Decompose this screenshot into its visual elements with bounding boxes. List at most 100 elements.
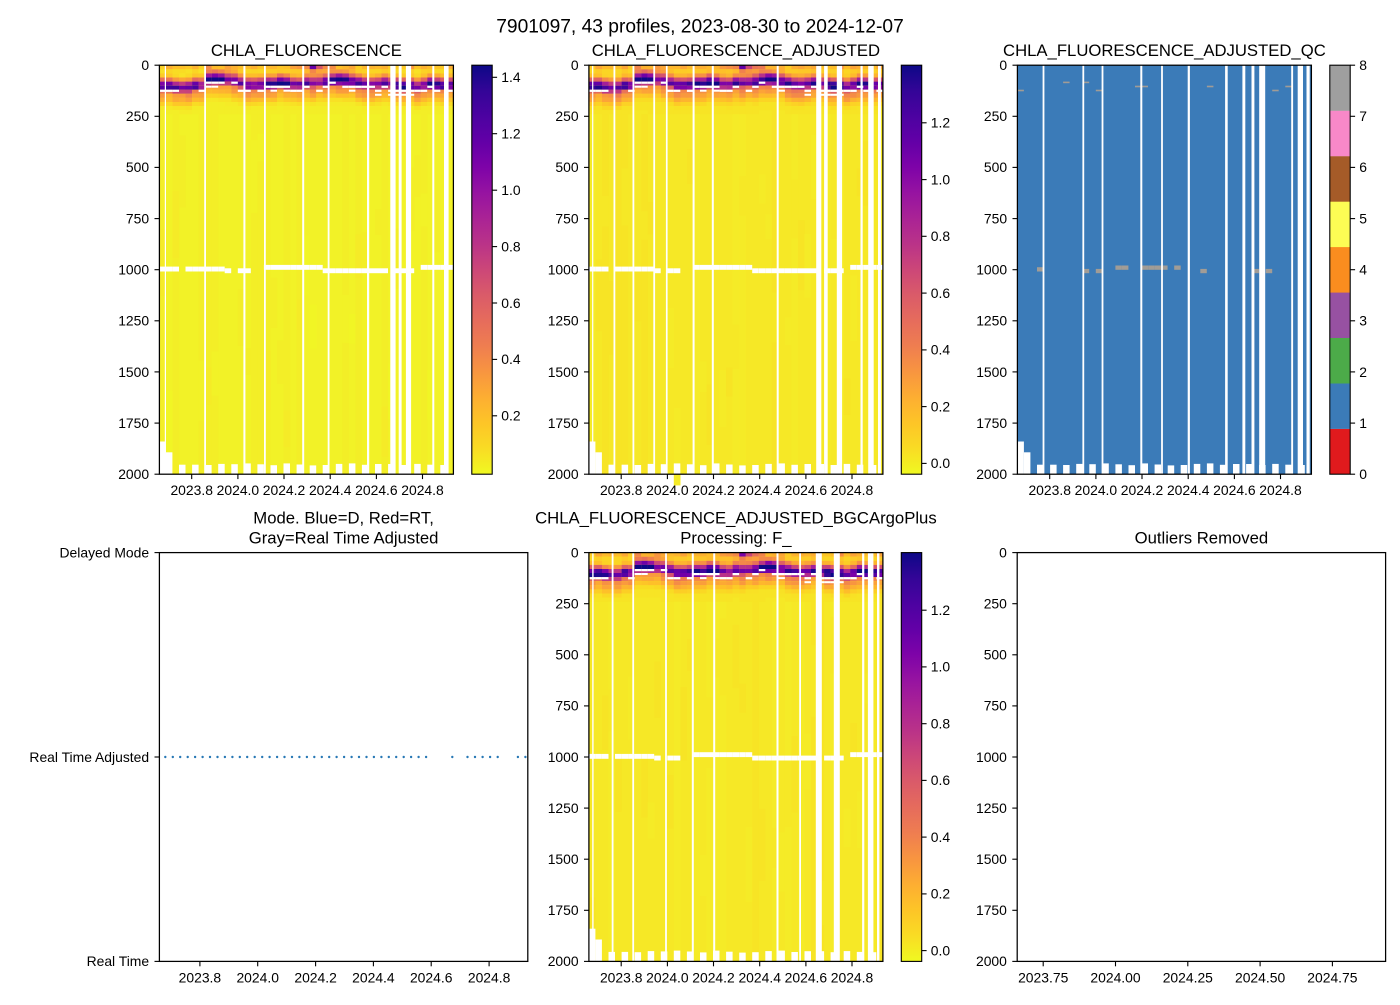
svg-text:2024.4: 2024.4 (1167, 482, 1210, 498)
svg-text:2: 2 (1359, 364, 1367, 380)
svg-text:0.4: 0.4 (501, 351, 521, 367)
svg-text:2023.8: 2023.8 (600, 969, 643, 985)
svg-text:2024.6: 2024.6 (785, 482, 828, 498)
svg-text:2024.8: 2024.8 (831, 482, 874, 498)
svg-text:1.0: 1.0 (931, 659, 951, 675)
svg-text:2024.6: 2024.6 (410, 969, 453, 985)
svg-text:1000: 1000 (976, 262, 1007, 278)
svg-text:2000: 2000 (548, 953, 579, 969)
svg-text:2000: 2000 (976, 953, 1007, 969)
svg-text:0.4: 0.4 (931, 829, 951, 845)
svg-text:1.2: 1.2 (501, 126, 521, 142)
svg-text:1250: 1250 (548, 313, 579, 329)
svg-text:2024.8: 2024.8 (401, 482, 444, 498)
svg-text:1750: 1750 (548, 415, 579, 431)
svg-text:1250: 1250 (976, 800, 1007, 816)
svg-text:2024.4: 2024.4 (309, 482, 352, 498)
svg-text:Processing: F_: Processing: F_ (680, 529, 792, 548)
svg-text:1.0: 1.0 (931, 171, 951, 187)
svg-text:0: 0 (999, 57, 1007, 73)
svg-text:1750: 1750 (976, 902, 1007, 918)
svg-text:2000: 2000 (548, 466, 579, 482)
svg-text:1000: 1000 (548, 262, 579, 278)
svg-text:500: 500 (984, 647, 1007, 663)
svg-text:1500: 1500 (548, 364, 579, 380)
svg-text:2023.8: 2023.8 (179, 969, 222, 985)
svg-text:2024.2: 2024.2 (294, 969, 337, 985)
svg-text:2024.2: 2024.2 (1121, 482, 1164, 498)
svg-text:2000: 2000 (976, 466, 1007, 482)
svg-text:2023.8: 2023.8 (1028, 482, 1071, 498)
svg-text:2024.0: 2024.0 (217, 482, 260, 498)
svg-text:5: 5 (1359, 210, 1367, 226)
svg-text:2024.00: 2024.00 (1090, 969, 1140, 985)
svg-text:Outliers Removed: Outliers Removed (1135, 529, 1269, 548)
svg-text:CHLA_FLUORESCENCE_ADJUSTED_QC: CHLA_FLUORESCENCE_ADJUSTED_QC (1003, 41, 1326, 60)
svg-text:1.2: 1.2 (931, 602, 951, 618)
svg-text:2024.2: 2024.2 (263, 482, 306, 498)
svg-text:0.0: 0.0 (931, 455, 951, 471)
svg-text:1.4: 1.4 (501, 69, 521, 85)
svg-text:0.8: 0.8 (931, 716, 951, 732)
svg-text:1500: 1500 (548, 851, 579, 867)
svg-text:2023.8: 2023.8 (170, 482, 213, 498)
svg-text:7901097, 43 profiles, 2023-08-: 7901097, 43 profiles, 2023-08-30 to 2024… (496, 17, 904, 38)
svg-text:250: 250 (126, 108, 149, 124)
svg-text:1000: 1000 (976, 749, 1007, 765)
svg-text:2024.8: 2024.8 (1259, 482, 1302, 498)
svg-text:2024.0: 2024.0 (646, 969, 689, 985)
svg-text:0.6: 0.6 (501, 295, 521, 311)
svg-text:2024.0: 2024.0 (646, 482, 689, 498)
svg-text:0: 0 (141, 57, 149, 73)
svg-text:500: 500 (126, 159, 149, 175)
svg-text:1.2: 1.2 (931, 115, 951, 131)
svg-text:0.0: 0.0 (931, 942, 951, 958)
svg-text:250: 250 (555, 596, 578, 612)
svg-text:0: 0 (1359, 466, 1367, 482)
svg-text:500: 500 (555, 647, 578, 663)
svg-text:1750: 1750 (548, 902, 579, 918)
svg-text:Real Time Adjusted: Real Time Adjusted (29, 749, 149, 765)
svg-text:0.2: 0.2 (931, 398, 951, 414)
svg-text:3: 3 (1359, 313, 1367, 329)
svg-text:1000: 1000 (118, 262, 149, 278)
svg-text:0: 0 (571, 57, 579, 73)
svg-text:2024.2: 2024.2 (692, 969, 735, 985)
svg-text:2023.75: 2023.75 (1018, 969, 1068, 985)
svg-text:1500: 1500 (976, 851, 1007, 867)
svg-text:2024.0: 2024.0 (1075, 482, 1118, 498)
svg-text:2024.4: 2024.4 (352, 969, 395, 985)
svg-text:1: 1 (1359, 415, 1367, 431)
svg-text:500: 500 (984, 159, 1007, 175)
svg-text:1000: 1000 (548, 749, 579, 765)
svg-text:500: 500 (555, 159, 578, 175)
svg-text:750: 750 (126, 210, 149, 226)
svg-text:2024.8: 2024.8 (831, 969, 874, 985)
svg-text:8: 8 (1359, 57, 1367, 73)
svg-text:250: 250 (555, 108, 578, 124)
svg-text:0.6: 0.6 (931, 285, 951, 301)
svg-text:2000: 2000 (118, 466, 149, 482)
svg-text:2024.50: 2024.50 (1235, 969, 1285, 985)
svg-text:4: 4 (1359, 262, 1367, 278)
svg-text:6: 6 (1359, 159, 1367, 175)
svg-text:0.2: 0.2 (931, 886, 951, 902)
svg-text:1750: 1750 (976, 415, 1007, 431)
svg-text:1500: 1500 (976, 364, 1007, 380)
svg-text:2024.6: 2024.6 (1213, 482, 1256, 498)
svg-text:CHLA_FLUORESCENCE_ADJUSTED: CHLA_FLUORESCENCE_ADJUSTED (592, 41, 880, 60)
svg-text:750: 750 (984, 698, 1007, 714)
svg-text:Delayed Mode: Delayed Mode (60, 544, 150, 560)
svg-text:750: 750 (555, 210, 578, 226)
svg-text:750: 750 (984, 210, 1007, 226)
svg-text:0.8: 0.8 (501, 238, 521, 254)
svg-text:7: 7 (1359, 108, 1367, 124)
svg-text:2024.25: 2024.25 (1163, 969, 1213, 985)
svg-text:Gray=Real Time Adjusted: Gray=Real Time Adjusted (249, 529, 439, 548)
svg-text:250: 250 (984, 108, 1007, 124)
svg-text:2024.2: 2024.2 (692, 482, 735, 498)
svg-text:1250: 1250 (548, 800, 579, 816)
svg-text:2024.8: 2024.8 (468, 969, 511, 985)
svg-text:750: 750 (555, 698, 578, 714)
svg-text:2024.6: 2024.6 (785, 969, 828, 985)
